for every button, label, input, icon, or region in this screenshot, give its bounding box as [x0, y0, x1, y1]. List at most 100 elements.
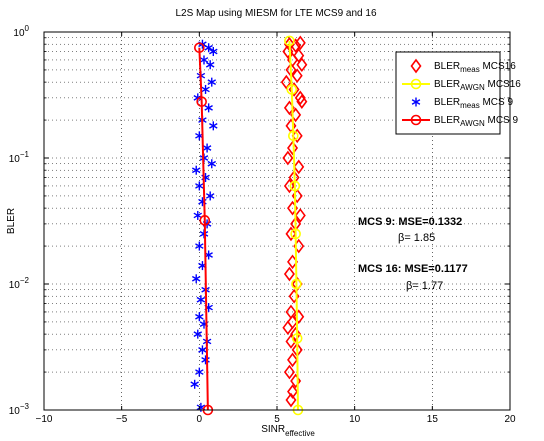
series-point [191, 165, 201, 175]
annotations: MCS 9: MSE=0.1332 β= 1.85 MCS 16: MSE=0.… [358, 216, 468, 292]
legend-label: BLERmeas MCS 9 [434, 97, 513, 110]
asterisk-stroke [201, 86, 210, 93]
x-tick-label: 15 [427, 414, 439, 425]
series-point [193, 210, 203, 220]
series-point [285, 226, 297, 242]
asterisk-stroke [411, 99, 421, 105]
asterisk-stroke [195, 183, 204, 189]
asterisk-stroke [195, 369, 204, 375]
asterisk-stroke [205, 61, 215, 68]
asterisk-stroke [202, 145, 212, 151]
asterisk-stroke [196, 404, 206, 411]
asterisk-stroke [204, 105, 213, 111]
legend-label: BLERmeas MCS16 [434, 61, 516, 74]
series-point [190, 379, 199, 389]
x-tick-label: −10 [36, 414, 53, 425]
series-point [202, 143, 212, 153]
series-point [290, 228, 301, 240]
series-point [294, 35, 306, 51]
legend-marker [410, 78, 422, 90]
series-line [198, 47, 209, 411]
series-point [284, 35, 295, 47]
series-point [204, 103, 213, 113]
series-point [296, 57, 308, 73]
x-tick-label: 5 [274, 414, 280, 425]
asterisk-stroke [190, 381, 199, 388]
series-point [293, 159, 305, 175]
legend: BLERmeas MCS16 BLERAWGN MCS16 BLERmeas MCS… [395, 51, 521, 135]
series-point [293, 309, 305, 325]
annotation-mcs16-mse: MCS 16: MSE=0.1177 [358, 263, 468, 275]
legend-entry: BLERAWGN MCS 9 [402, 114, 518, 128]
series-point [283, 178, 295, 194]
series-point [287, 384, 299, 399]
series-point [287, 352, 299, 368]
legend-label: BLERAWGN MCS 9 [434, 115, 518, 128]
x-tick-label: 0 [197, 414, 203, 425]
asterisk-stroke [205, 193, 215, 199]
asterisk-stroke [193, 212, 203, 219]
series-point [282, 320, 294, 336]
legend-entry: BLERAWGN MCS16 [402, 78, 521, 92]
series-point [195, 241, 204, 251]
asterisk-stroke [191, 275, 201, 282]
series-point [195, 367, 204, 377]
series-point [294, 208, 306, 223]
series-point [287, 140, 299, 156]
series-point [199, 55, 209, 65]
series-point [289, 180, 301, 192]
series-point [286, 84, 298, 95]
series-point [196, 295, 206, 305]
series-point [207, 159, 217, 169]
series-point [290, 373, 302, 389]
series-point [198, 345, 207, 355]
series-point [294, 90, 306, 106]
series-point [191, 274, 201, 284]
series-point [290, 326, 302, 342]
series-point [205, 60, 215, 70]
axis-ticks [43, 31, 511, 411]
series-point [282, 150, 294, 166]
asterisk-stroke [209, 122, 218, 129]
asterisk-stroke [195, 243, 204, 249]
series-point [280, 74, 292, 90]
x-tick-label: −5 [116, 414, 128, 425]
series-point [201, 84, 210, 94]
series-point [205, 191, 215, 201]
y-axis-label: BLER [6, 208, 17, 234]
asterisk-stroke [209, 48, 218, 55]
series-point [283, 364, 295, 380]
legend-marker [411, 97, 421, 107]
series-point [285, 334, 297, 349]
x-tick-label: 20 [504, 414, 516, 425]
series-point [194, 42, 205, 54]
series-point [291, 68, 303, 84]
asterisk-stroke [193, 331, 203, 337]
series-point [209, 47, 218, 57]
series-point [291, 278, 302, 290]
series-point [199, 215, 211, 226]
series-point [204, 43, 213, 53]
asterisk-stroke [193, 95, 203, 101]
series-point [193, 329, 203, 339]
series-point [201, 355, 210, 365]
legend-marker [410, 114, 422, 126]
series-point [195, 312, 204, 322]
legend-entry: BLERmeas MCS16 [410, 58, 516, 74]
series-point [296, 94, 308, 109]
legend-entry: BLERmeas MCS 9 [411, 97, 513, 110]
series-point [196, 96, 207, 107]
series-point [285, 392, 297, 408]
plot-area [190, 35, 308, 416]
series-point [195, 181, 204, 191]
chart-title: L2S Map using MIESM for LTE MCS9 and 16 [175, 8, 376, 19]
annotation-mcs9-beta: β= 1.85 [398, 232, 435, 244]
asterisk-stroke [201, 357, 210, 363]
asterisk-stroke [207, 160, 217, 167]
asterisk-stroke [191, 167, 201, 174]
legend-marker [410, 58, 422, 74]
series-point [288, 130, 299, 142]
x-tick-label: 10 [349, 414, 361, 425]
annotation-mcs16-beta: β= 1.77 [406, 280, 443, 292]
